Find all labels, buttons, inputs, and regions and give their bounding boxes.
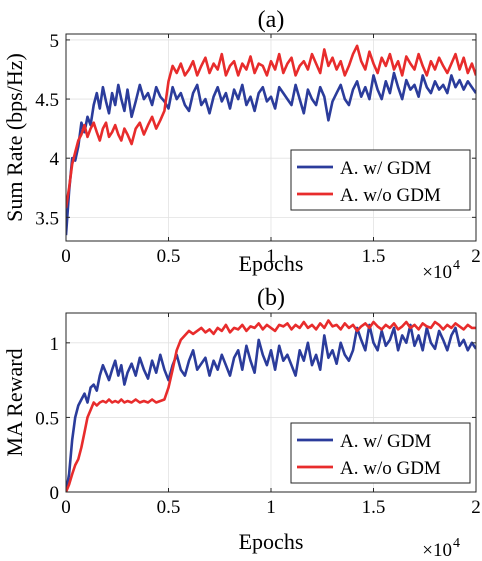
x-axis-multiplier-exponent: 4 — [453, 536, 460, 551]
x-tick-label: 0.5 — [157, 246, 181, 267]
series-line-0 — [66, 323, 476, 492]
legend-label-1: A. w/o GDM — [340, 185, 441, 206]
y-tick-label: 4 — [50, 149, 60, 170]
x-tick-label: 0 — [61, 497, 71, 518]
x-axis-multiplier-exponent: 4 — [453, 258, 460, 273]
legend: A. w/ GDM A. w/o GDM — [290, 422, 471, 484]
legend-box — [290, 422, 471, 484]
x-axis-multiplier: ×10 — [422, 262, 452, 283]
x-tick-label: 1.5 — [362, 497, 386, 518]
y-tick-label: 0.5 — [35, 408, 59, 429]
y-tick-label: 3.5 — [35, 208, 59, 229]
chart-panel-1: 0 0.5 1 1.5 2 0 0.5 1 (b) Epochs MA Reward ×10 4 A. w… — [2, 285, 481, 561]
x-tick-label: 1 — [266, 497, 276, 518]
series-line-0 — [66, 71, 476, 236]
panel-title: (a) — [258, 7, 285, 33]
chart-panel-0: 0 0.5 1 1.5 2 3.5 4 4.5 5 (a) Epochs Sum Rate (bps/… — [2, 7, 481, 283]
y-tick-label: 4.5 — [35, 90, 59, 111]
y-axis-label: Sum Rate (bps/Hz) — [2, 53, 27, 222]
x-tick-label: 2 — [471, 497, 481, 518]
x-axis-label: Epochs — [239, 529, 304, 554]
x-axis-multiplier: ×10 — [422, 540, 452, 561]
panel-title: (b) — [257, 285, 285, 311]
x-tick-label: 2 — [471, 246, 481, 267]
y-axis-label: MA Reward — [2, 348, 27, 456]
legend-label-0: A. w/ GDM — [340, 158, 431, 179]
legend-label-0: A. w/ GDM — [340, 431, 431, 452]
x-axis-label: Epochs — [239, 251, 304, 276]
y-tick-label: 0 — [50, 483, 60, 504]
x-tick-label: 1 — [266, 246, 276, 267]
legend: A. w/ GDM A. w/o GDM — [290, 149, 471, 211]
x-tick-label: 0.5 — [157, 497, 181, 518]
legend-box — [290, 149, 471, 211]
legend-label-1: A. w/o GDM — [340, 458, 441, 479]
x-tick-label: 0 — [61, 246, 71, 267]
y-tick-label: 5 — [50, 31, 60, 52]
x-tick-label: 1.5 — [362, 246, 386, 267]
series-line-1 — [66, 44, 476, 209]
y-tick-label: 1 — [50, 334, 60, 355]
series-line-1 — [66, 319, 476, 492]
